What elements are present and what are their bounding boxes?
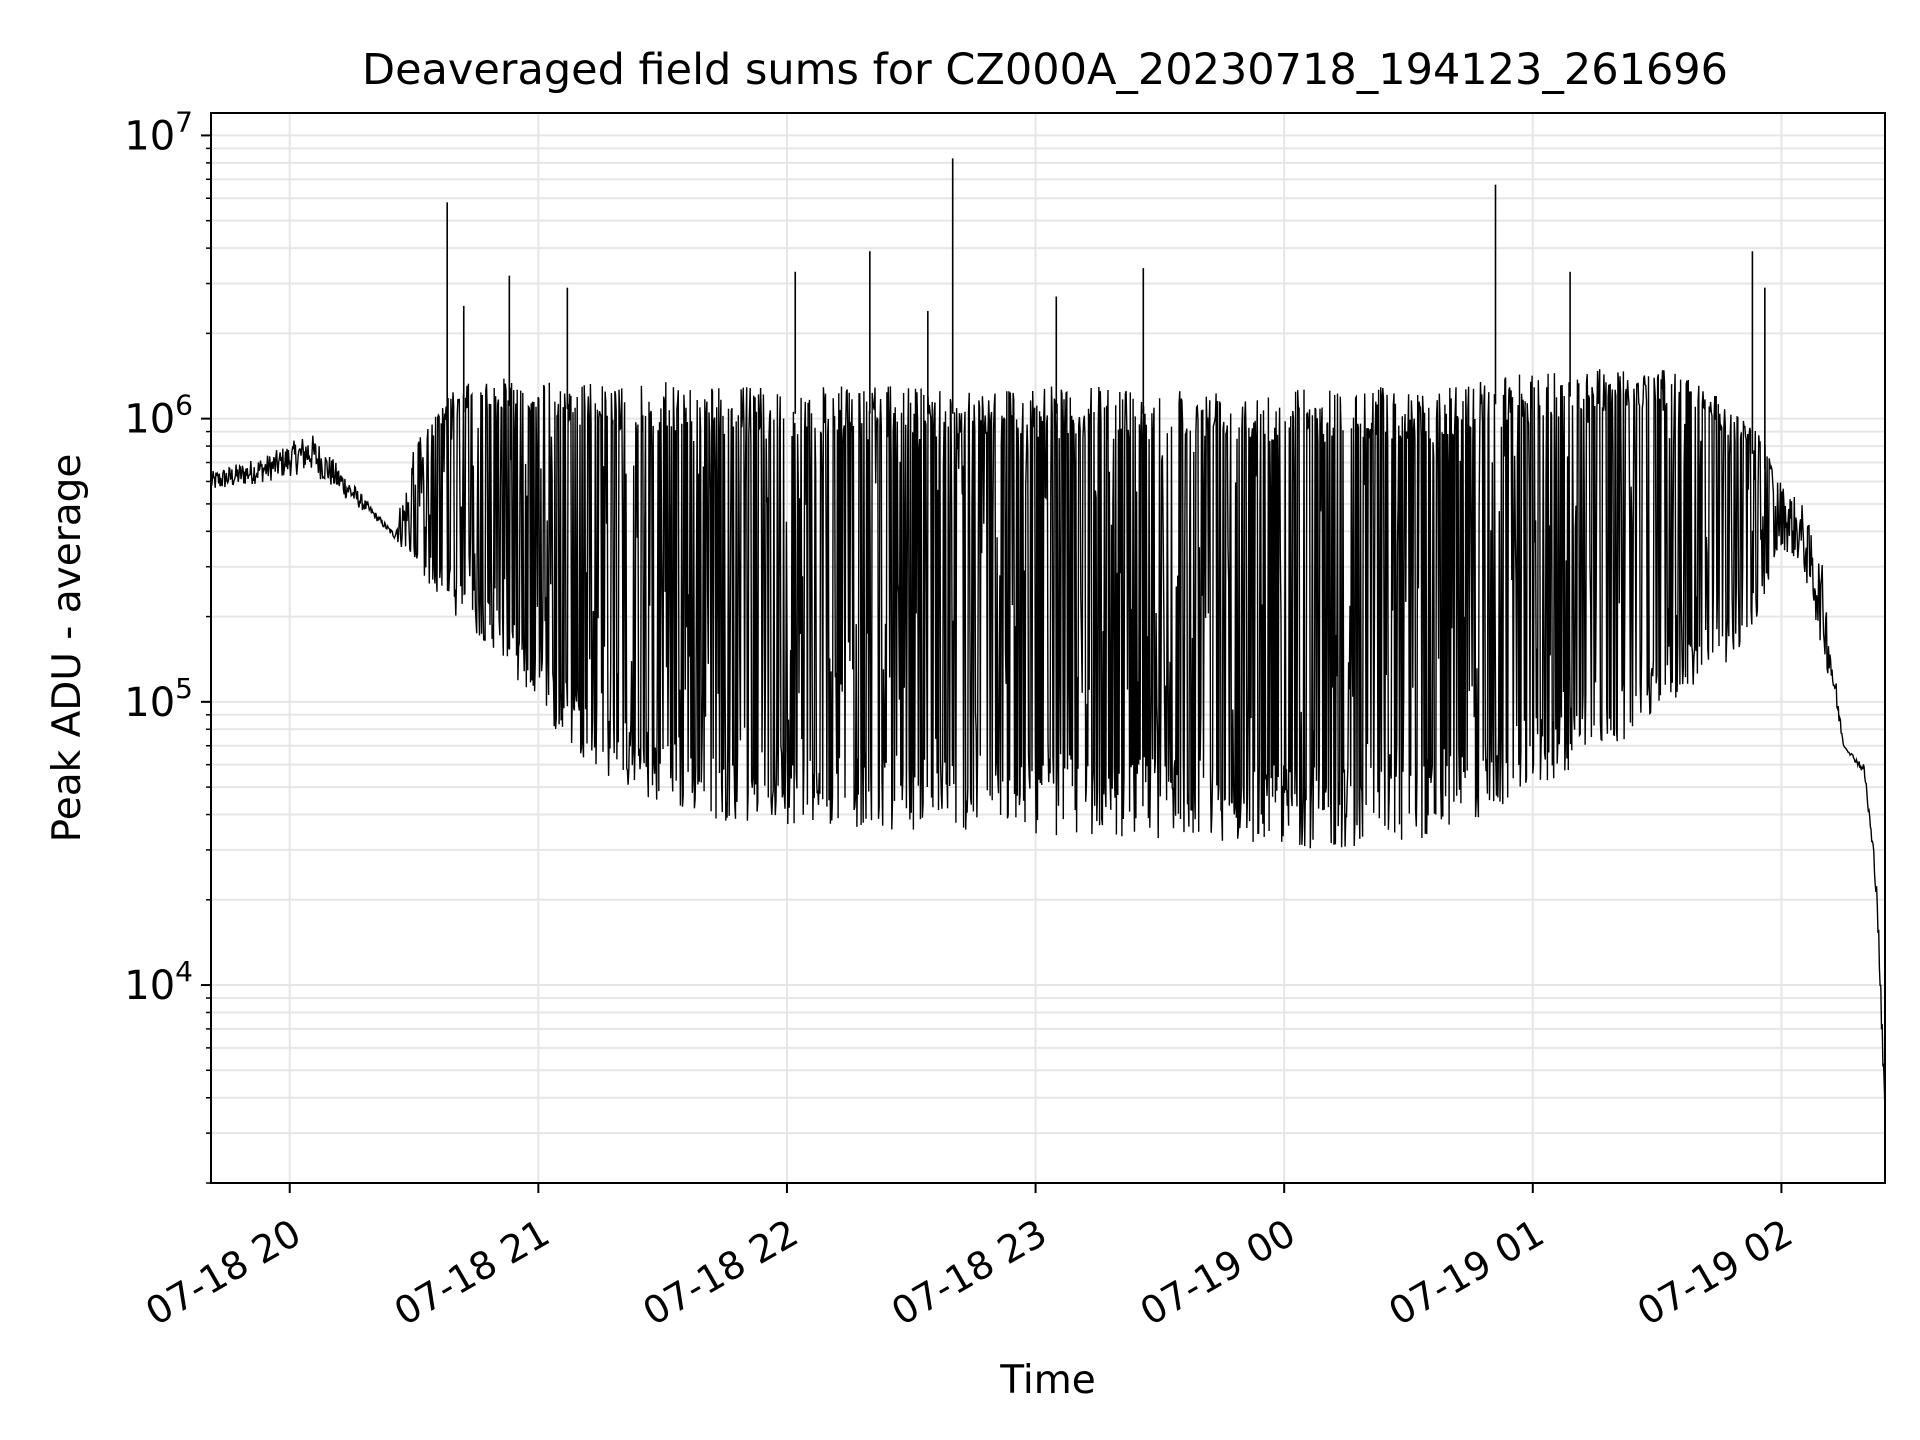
y-axis: 104 105 106 107 (124, 105, 211, 1184)
plot-frame (210, 112, 1886, 1184)
y-tick-label: 104 (124, 955, 193, 1009)
y-tick-label: 106 (124, 389, 193, 443)
y-tick-label: 107 (124, 105, 193, 159)
x-axis-label: Time (999, 1358, 1095, 1403)
y-axis-label: Peak ADU - average (45, 454, 90, 843)
data-series (210, 158, 1886, 1112)
y-tick-label: 105 (124, 672, 193, 726)
chart-title: Deaveraged field sums for CZ000A_2023071… (362, 45, 1728, 95)
series-line (210, 369, 1886, 1112)
